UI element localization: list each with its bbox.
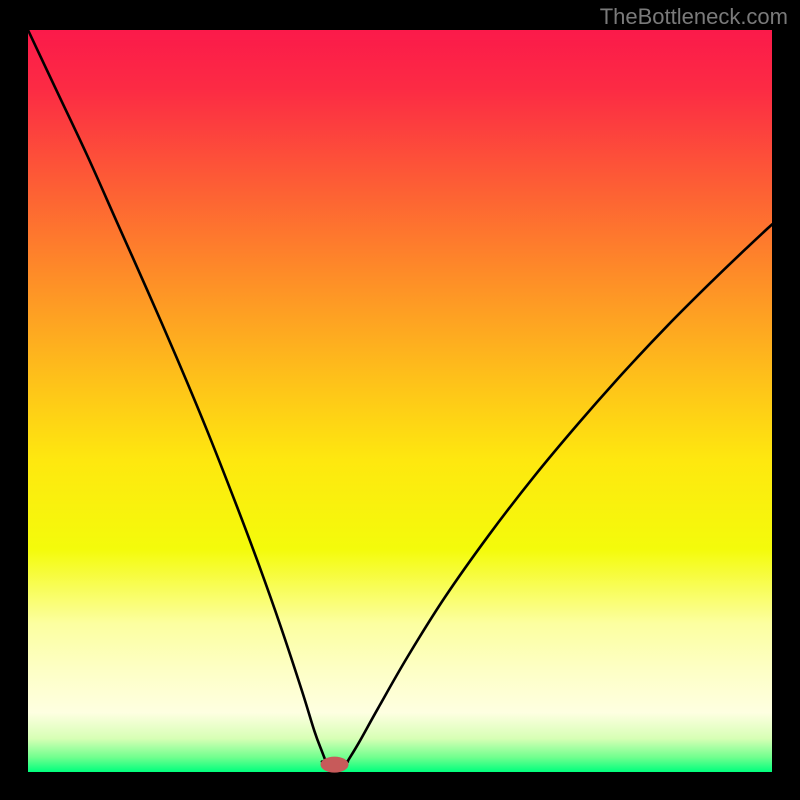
minimum-marker <box>321 757 349 773</box>
chart-container: TheBottleneck.com <box>0 0 800 800</box>
watermark-text: TheBottleneck.com <box>600 4 788 30</box>
plot-background <box>28 30 772 772</box>
bottleneck-curve-chart <box>0 0 800 800</box>
